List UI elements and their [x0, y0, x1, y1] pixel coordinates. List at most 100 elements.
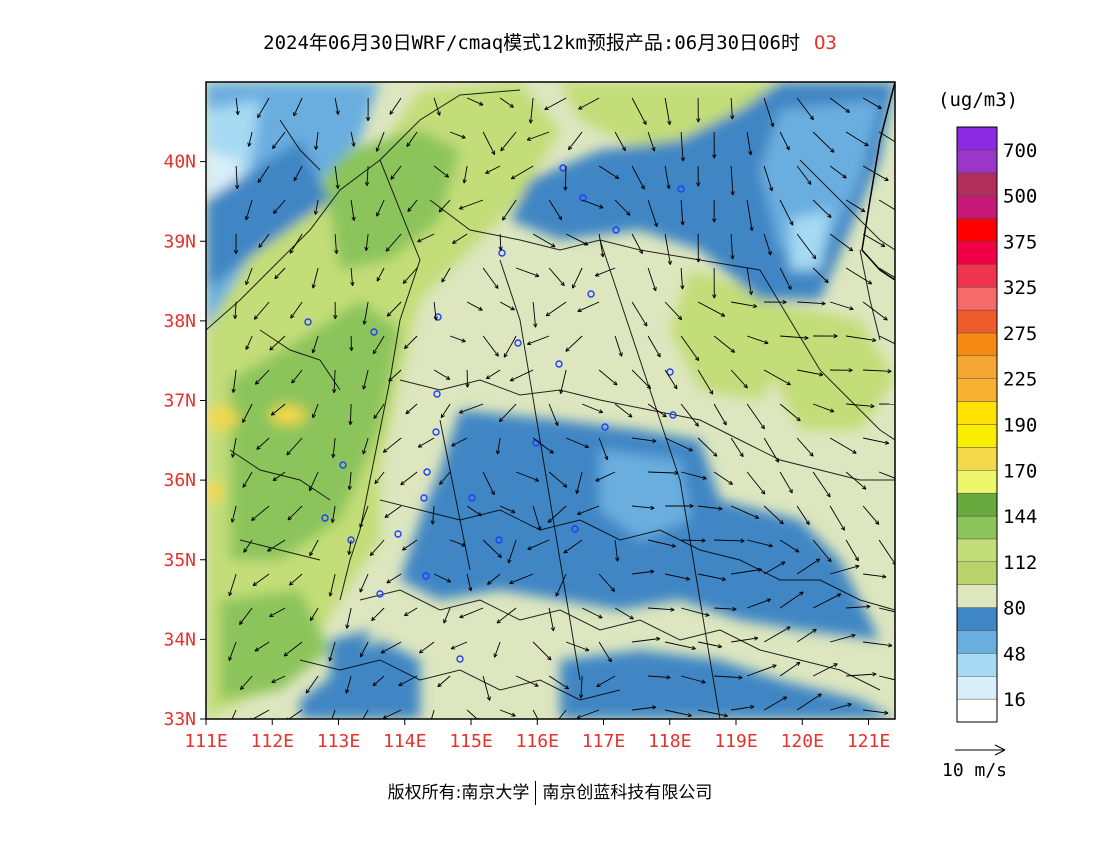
wind-arrow: [664, 233, 672, 265]
wind-arrow: [311, 403, 319, 419]
wind-arrow: [862, 165, 889, 182]
city-marker: [601, 423, 609, 431]
wind-arrow: [440, 403, 451, 419]
wind-arrow: [417, 233, 435, 243]
city-marker: [339, 461, 347, 469]
city-marker: [394, 530, 402, 538]
wind-arrow: [696, 97, 701, 123]
wind-arrow: [779, 661, 801, 677]
wind-reference-arrow: [955, 744, 1006, 756]
wind-arrow: [698, 505, 723, 511]
city-marker: [555, 360, 563, 368]
wind-arrow: [417, 437, 435, 448]
wind-arrow: [559, 369, 567, 394]
wind-arrow: [565, 641, 590, 652]
wind-arrow: [747, 539, 773, 548]
wind-arrow: [362, 301, 369, 325]
wind-arrow: [763, 97, 775, 128]
wind-arrow: [730, 97, 735, 120]
wind-arrow: [730, 437, 744, 458]
city-marker: [579, 194, 587, 202]
colorbar-tick-label: 225: [1003, 369, 1037, 391]
wind-arrow: [380, 641, 402, 654]
wind-arrow: [863, 369, 892, 374]
ozone-concentration-field: [206, 82, 895, 719]
wind-arrow: [665, 709, 692, 718]
x-tick-label: 121E: [847, 731, 890, 752]
colorbar-swatch: [956, 126, 998, 151]
wind-arrow: [499, 301, 515, 311]
x-tick-label: 114E: [383, 731, 426, 752]
wind-arrow: [614, 607, 634, 620]
wind-arrow: [439, 471, 451, 485]
wind-arrow: [632, 636, 661, 643]
city-marker: [433, 390, 441, 398]
wind-arrow: [730, 233, 735, 260]
wind-arrow: [269, 607, 286, 618]
wind-arrow: [243, 539, 253, 553]
city-marker: [422, 572, 430, 580]
wind-arrow: [499, 709, 516, 717]
colorbar-swatch: [956, 264, 998, 288]
wind-arrow: [544, 97, 567, 111]
wind-arrow: [437, 675, 451, 688]
colorbar-swatch: [956, 538, 998, 563]
wind-arrow: [231, 709, 237, 719]
wind-arrow: [829, 505, 845, 531]
wind-arrow: [532, 301, 538, 328]
wind-arrow: [328, 641, 336, 662]
wind-arrow: [256, 437, 270, 450]
copyright-company: 南京创蓝科技有限公司: [542, 783, 713, 803]
wind-arrow: [796, 233, 817, 260]
wind-arrow: [812, 471, 831, 498]
wind-arrow: [664, 437, 693, 452]
y-tick-label: 37N: [163, 391, 196, 412]
wind-arrow: [813, 333, 838, 339]
colorbar-swatch: [956, 149, 998, 173]
wind-arrow: [465, 369, 470, 388]
wind-arrow: [598, 369, 618, 386]
wind-arrow: [548, 607, 555, 632]
wind-arrow: [311, 267, 319, 289]
wind-arrow: [763, 165, 774, 192]
wind-arrow: [598, 437, 609, 461]
wind-arrow: [349, 335, 354, 352]
wind-arrow: [382, 437, 402, 453]
wind-arrow: [253, 301, 270, 320]
wind-arrow: [407, 199, 418, 212]
wind-arrow: [598, 573, 616, 592]
wind-arrow: [548, 199, 563, 221]
wind-arrow: [228, 641, 237, 661]
wind-arrow: [362, 369, 369, 390]
wind-arrow: [779, 539, 800, 553]
wind-arrow: [507, 539, 517, 564]
colorbar-swatch: [956, 515, 998, 540]
city-marker: [666, 368, 674, 376]
wind-arrow: [450, 641, 468, 650]
wind-arrow: [763, 626, 791, 643]
colorbar-tick-label: 170: [1003, 460, 1037, 482]
wind-arrow: [812, 199, 832, 218]
wind-arrow: [458, 199, 484, 210]
wind-arrow: [313, 199, 319, 215]
wind-arrow: [680, 335, 700, 361]
wind-arrow: [632, 437, 657, 443]
wind-arrow: [443, 607, 451, 624]
colorbar-swatch: [956, 470, 998, 494]
colorbar-swatch: [956, 195, 998, 219]
wind-arrow: [309, 607, 319, 622]
wind-arrow: [764, 300, 787, 305]
wind-arrow: [664, 301, 683, 321]
wind-arrow: [681, 538, 706, 543]
wind-arrow: [487, 573, 501, 585]
colorbar-swatch: [956, 241, 998, 265]
wind-arrow: [364, 233, 369, 251]
wind-arrow: [459, 607, 484, 619]
wind-arrow: [697, 437, 718, 457]
wind-arrow: [731, 636, 759, 643]
wind-arrow: [449, 539, 466, 547]
wind-arrow: [631, 301, 648, 327]
wind-arrow: [404, 335, 418, 349]
wind-arrow: [270, 403, 286, 416]
y-tick-label: 38N: [163, 311, 196, 332]
